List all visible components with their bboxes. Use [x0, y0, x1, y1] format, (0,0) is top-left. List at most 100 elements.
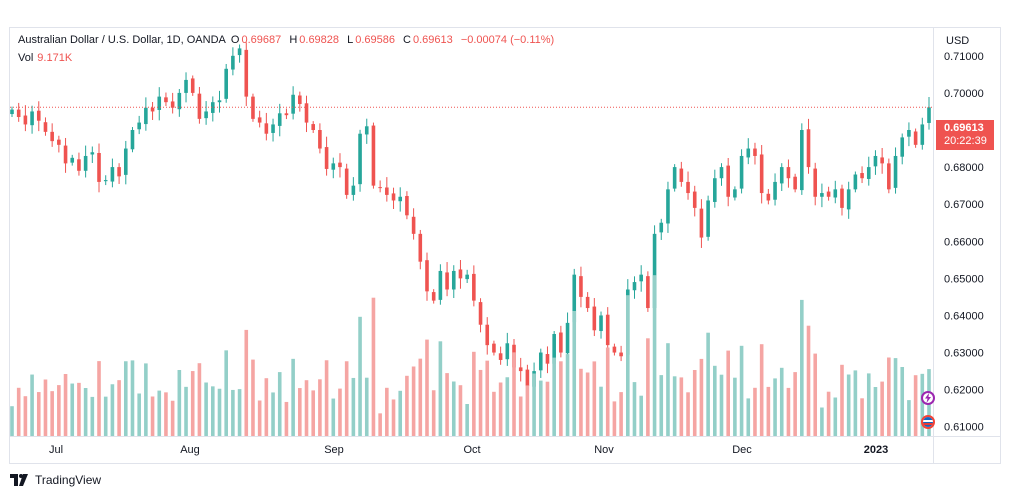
volume-label: Vol — [18, 52, 34, 64]
candle-body — [224, 68, 228, 99]
candle-body — [425, 260, 429, 292]
candle-body — [43, 122, 48, 132]
candle-body — [887, 163, 891, 190]
candle-body — [900, 137, 905, 157]
candle-body — [190, 78, 195, 93]
y-tick-label: 0.61000 — [944, 422, 984, 434]
volume-bar — [779, 367, 784, 436]
candle-body — [759, 154, 764, 194]
candle-body — [800, 130, 804, 191]
volume-bar — [538, 380, 543, 436]
volume-bar — [451, 381, 456, 436]
bar-countdown: 20:22:39 — [944, 135, 987, 147]
lightning-icon[interactable] — [921, 391, 935, 405]
y-tick-label: 0.68000 — [944, 162, 984, 174]
volume-bar — [639, 395, 643, 436]
candle-body — [271, 124, 275, 133]
volume-bar — [405, 375, 409, 436]
volume-bar — [311, 390, 316, 436]
candle-body — [719, 167, 724, 179]
volume-bar — [800, 299, 804, 436]
volume-bar — [351, 377, 356, 436]
volume-bar — [211, 386, 215, 436]
volume-bar — [30, 374, 34, 436]
volume-bar — [679, 377, 684, 436]
candle-body — [264, 123, 269, 134]
candle-body — [866, 167, 871, 179]
volume-bar — [625, 295, 630, 436]
low-value: 0.69586 — [355, 34, 395, 46]
volume-bar — [237, 389, 242, 436]
volume-bar — [759, 344, 764, 436]
close-label: C — [403, 34, 411, 46]
volume-bar — [612, 401, 617, 436]
candle-body — [338, 162, 342, 168]
candle-body — [672, 167, 677, 189]
volume-bar — [706, 332, 710, 436]
candle-body — [63, 145, 68, 164]
candle-body — [10, 109, 14, 115]
candle-body — [97, 152, 101, 182]
volume-bar — [57, 385, 61, 436]
candle-body — [117, 167, 121, 177]
volume-bar — [130, 360, 135, 436]
y-tick-label: 0.70000 — [944, 88, 984, 100]
volume-bar — [110, 384, 115, 436]
candle-body — [679, 168, 684, 182]
volume-bar — [659, 375, 664, 436]
candle-body — [786, 167, 791, 179]
candle-body — [23, 115, 28, 125]
volume-bar — [846, 374, 851, 436]
y-tick-label: 0.63000 — [944, 348, 984, 360]
volume-bar — [652, 275, 657, 436]
candle-body — [605, 314, 610, 346]
volume-bar — [43, 379, 48, 436]
volume-bar — [666, 343, 670, 436]
x-tick-label: Nov — [594, 444, 614, 456]
candle-body — [411, 216, 416, 234]
volume-bar — [190, 371, 195, 436]
open-label: O — [230, 34, 240, 46]
candle-body — [458, 269, 463, 279]
candle-body — [659, 222, 664, 233]
candle-body — [733, 189, 737, 198]
volume-bar — [358, 316, 362, 436]
candle-body — [478, 302, 483, 325]
volume-bar — [425, 339, 429, 436]
candle-body — [164, 97, 168, 103]
candle-body — [331, 163, 336, 170]
volume-bar — [291, 358, 295, 436]
candle-body — [907, 130, 911, 137]
volume-bar — [50, 391, 54, 436]
x-tick-label: Aug — [180, 444, 200, 456]
y-tick-label: 0.62000 — [944, 385, 984, 397]
y-tick-label: 0.64000 — [944, 310, 984, 322]
y-tick-label: 0.71000 — [944, 51, 984, 63]
candle-body — [465, 274, 469, 280]
candle-body — [619, 352, 623, 357]
volume-bar — [331, 398, 336, 436]
volume-bar — [719, 374, 724, 436]
volume-bar — [418, 358, 423, 436]
candle-body — [492, 343, 496, 353]
candle-body — [726, 165, 730, 197]
last-price-value: 0.69613 — [944, 122, 984, 134]
candle-body — [150, 107, 155, 112]
volume-bar — [284, 401, 289, 436]
volume-bar — [733, 377, 737, 436]
candle-body — [445, 272, 449, 290]
chart-frame — [9, 27, 1001, 464]
flag-icon[interactable] — [921, 415, 935, 429]
volume-bar — [525, 385, 530, 436]
candle-body — [204, 111, 208, 119]
high-value: 0.69828 — [299, 34, 340, 46]
volume-bar — [177, 370, 182, 436]
volume-legend: Vol 9.171K — [18, 52, 72, 64]
candle-body — [324, 147, 329, 169]
tradingview-brand[interactable]: TradingView — [10, 473, 101, 487]
candle-body — [277, 113, 282, 126]
candle-body — [144, 107, 148, 125]
candle-body — [351, 185, 356, 195]
tradingview-logo-icon — [10, 474, 28, 486]
